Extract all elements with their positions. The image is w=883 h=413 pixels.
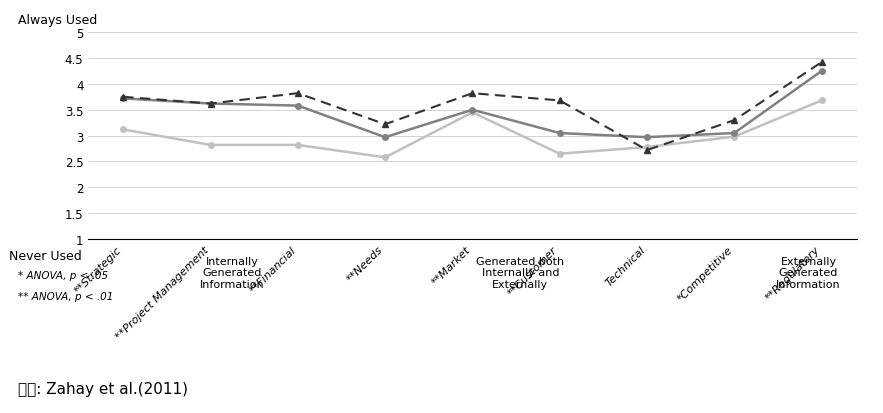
Text: * ANOVA, p < .05: * ANOVA, p < .05 [18,271,108,280]
Text: Always Used: Always Used [18,14,97,27]
Text: 자료: Zahay et al.(2011): 자료: Zahay et al.(2011) [18,382,188,396]
Text: Internally
Generated
Information: Internally Generated Information [200,256,265,289]
Text: Generated both
Internally and
Externally: Generated both Internally and Externally [476,256,564,289]
Text: Never Used: Never Used [9,250,81,263]
Text: Externally
Generated
Information: Externally Generated Information [776,256,841,289]
Text: ** ANOVA, p < .01: ** ANOVA, p < .01 [18,291,113,301]
